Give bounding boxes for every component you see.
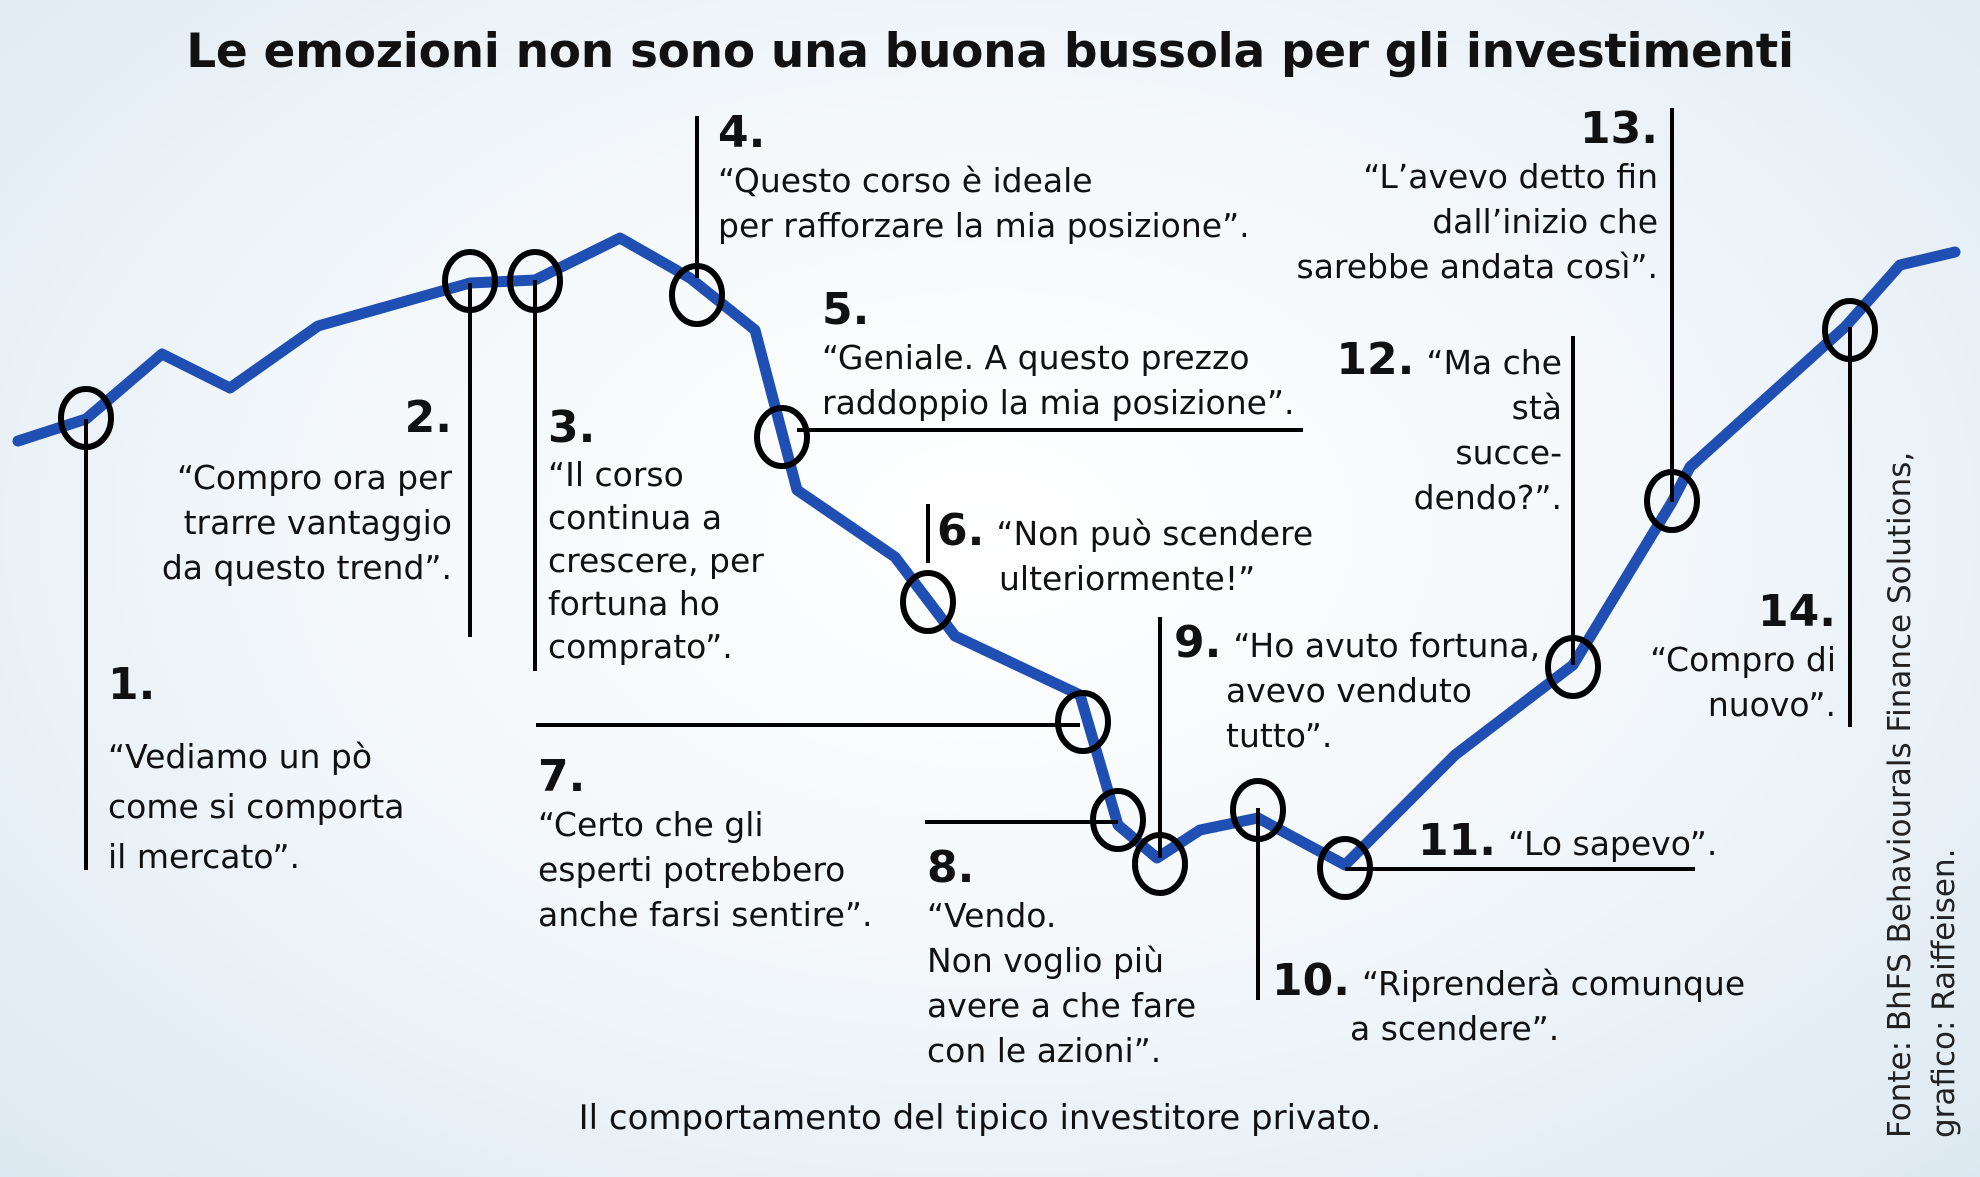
annotation-number: 13.: [1580, 103, 1658, 154]
annotation-quote-line: crescere, per: [548, 541, 764, 580]
annotation-quote-line: anche farsi sentire”.: [538, 895, 873, 934]
annotation-number: 6.: [937, 505, 985, 556]
annotation-quote-line: il mercato”.: [108, 837, 301, 876]
marker-14: [1822, 298, 1878, 362]
marker-8: [1090, 788, 1146, 852]
annotation-number: 1.: [108, 659, 156, 710]
annotation-1: 1. “Vediamo un pò come si comporta il me…: [108, 660, 404, 882]
annotation-quote-line: “Certo che gli: [538, 805, 764, 844]
annotation-number: 4.: [718, 107, 766, 158]
annotation-quote-line: continua a: [548, 498, 723, 537]
annotation-quote-line: “Compro di: [1650, 640, 1836, 679]
annotation-quote-line: esperti potrebbero: [538, 850, 846, 889]
annotation-quote-line: stà: [1511, 388, 1562, 427]
annotation-quote-line: comprato”.: [548, 627, 733, 666]
annotation-quote-line: “Vediamo un pò: [108, 737, 373, 776]
annotation-number: 9.: [1174, 617, 1222, 668]
annotation-number: 7.: [538, 751, 586, 802]
marker-11: [1317, 836, 1373, 900]
markers: [58, 249, 1878, 900]
annotation-quote-line: da questo trend”.: [161, 548, 452, 587]
annotation-quote-line: a scendere”.: [1350, 1009, 1560, 1048]
annotation-quote-line: sarebbe andata così”.: [1296, 247, 1659, 286]
annotation-quote-line: raddoppio la mia posizione”.: [822, 383, 1295, 422]
marker-10: [1230, 778, 1286, 842]
annotation-2: 2. “Compro ora per trarre vantaggio da q…: [162, 393, 452, 590]
marker-3: [507, 249, 563, 313]
annotation-7: 7. “Certo che gli esperti potrebbero anc…: [538, 752, 873, 937]
annotation-number: 8.: [927, 842, 975, 893]
marker-7: [1055, 690, 1111, 754]
annotation-number: 5.: [822, 284, 870, 335]
annotation-4: 4. “Questo corso è ideale per rafforzare…: [718, 108, 1250, 248]
annotation-number: 12.: [1336, 334, 1415, 385]
annotation-quote-line: ulteriormente!”: [999, 559, 1256, 598]
annotation-number: 11.: [1418, 815, 1496, 866]
marker-2: [442, 249, 498, 313]
annotation-13: 13. “L’avevo detto fin dall’inizio che s…: [1297, 104, 1659, 289]
annotation-8: 8. “Vendo. Non voglio più avere a che fa…: [927, 843, 1196, 1073]
annotation-6: 6. “Non può scendere ulteriormente!”: [937, 508, 1313, 601]
annotation-quote-line: succe-: [1455, 433, 1562, 472]
diagram-subtitle: Il comportamento del tipico investitore …: [578, 1098, 1382, 1138]
annotation-number: 3.: [548, 402, 596, 453]
marker-12: [1545, 635, 1601, 699]
annotation-11: 11. “Lo sapevo”.: [1418, 818, 1717, 866]
annotation-quote-line: “Riprenderà comunque: [1361, 964, 1746, 1003]
annotation-quote-line: “Lo sapevo”.: [1507, 824, 1718, 863]
annotation-quote-line: fortuna ho: [548, 584, 720, 623]
annotation-quote-line: dall’inizio che: [1432, 202, 1658, 241]
annotation-14: 14. “Compro di nuovo”.: [1650, 587, 1836, 727]
annotation-quote-line: tutto”.: [1226, 716, 1333, 755]
marker-6: [900, 570, 956, 634]
annotation-10: 10. “Riprenderà comunque a scendere”.: [1272, 958, 1745, 1051]
annotation-quote-line: trarre vantaggio: [183, 503, 452, 542]
marker-13: [1644, 469, 1700, 533]
annotation-quote-line: “Vendo.: [927, 896, 1057, 935]
annotation-quote-line: avevo venduto: [1226, 671, 1473, 710]
annotation-quote-line: “Questo corso è ideale: [718, 161, 1093, 200]
annotation-quote-line: “Geniale. A questo prezzo: [822, 338, 1250, 377]
annotation-quote-line: per rafforzare la mia posizione”.: [718, 206, 1250, 245]
marker-9: [1132, 832, 1188, 896]
annotation-number: 2.: [404, 392, 452, 443]
annotation-quote-line: “Ho avuto fortuna,: [1233, 626, 1541, 665]
annotation-quote-line: come si comporta: [108, 787, 405, 826]
marker-5: [754, 405, 810, 469]
annotation-5: 5. “Geniale. A questo prezzo raddoppio l…: [822, 285, 1295, 425]
annotation-12: 12. “Ma che stà succe- dendo?”.: [1336, 337, 1562, 520]
annotation-9: 9. “Ho avuto fortuna, avevo venduto tutto…: [1174, 620, 1540, 758]
price-curve: [12, 232, 1961, 871]
marker-4: [669, 263, 725, 327]
annotation-quote-line: Non voglio più: [927, 941, 1164, 980]
annotation-quote-line: con le azioni”.: [927, 1031, 1162, 1070]
annotation-number: 14.: [1758, 586, 1836, 637]
source-line: Fonte: BhFS Behaviourals Finance Solutio…: [1882, 451, 1918, 1138]
annotation-quote-line: nuovo”.: [1707, 685, 1836, 724]
diagram-title: Le emozioni non sono una buona bussola p…: [186, 24, 1794, 79]
annotation-quote-line: dendo?”.: [1413, 478, 1562, 517]
source-line: grafico: Raiffeisen.: [1926, 848, 1962, 1139]
annotation-quote-line: “Ma che: [1426, 343, 1562, 382]
annotation-quote-line: “Compro ora per: [176, 458, 452, 497]
annotation-quote-line: avere a che fare: [927, 986, 1197, 1025]
annotation-number: 10.: [1272, 955, 1350, 1006]
source-credit: Fonte: BhFS Behaviourals Finance Solutio…: [1878, 238, 1966, 1138]
annotation-quote-line: “Il corso: [548, 455, 684, 494]
marker-1: [58, 386, 114, 450]
annotation-quote-line: “L’avevo detto fin: [1363, 157, 1658, 196]
annotation-3: 3. “Il corso continua a crescere, per fo…: [548, 403, 764, 668]
annotation-quote-line: “Non può scendere: [996, 514, 1314, 553]
